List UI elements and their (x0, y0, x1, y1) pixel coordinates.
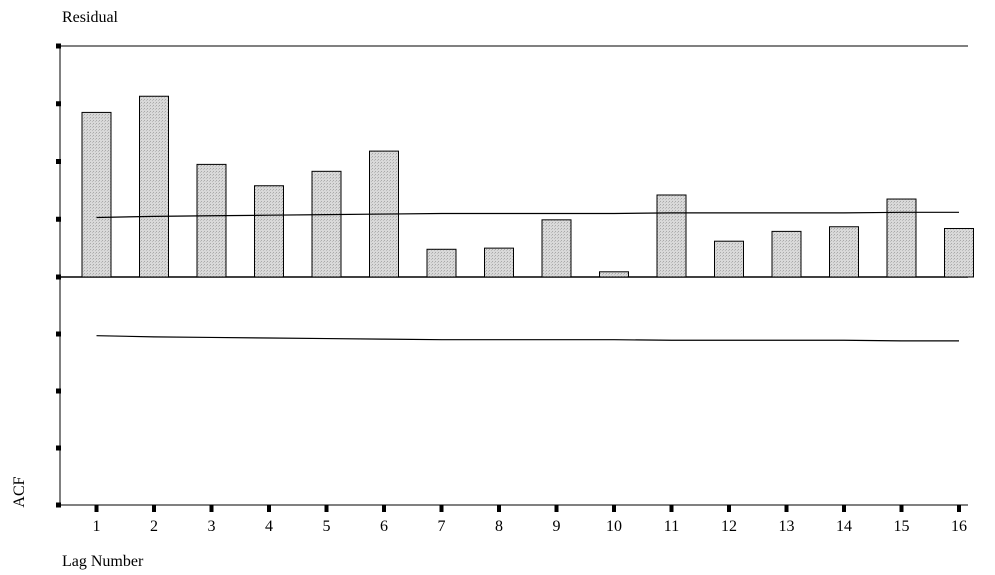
acf-bar-lag-16 (944, 227, 974, 278)
x-tick-mark-12 (727, 505, 731, 512)
y-tick-mark-1 (56, 445, 61, 451)
x-tick-label-8: 8 (495, 518, 503, 535)
y-tick-mark-8 (56, 43, 61, 49)
x-tick-mark-7 (439, 505, 444, 512)
acf-bar-lag-8 (484, 247, 514, 278)
x-tick-mark-10 (612, 505, 616, 512)
acf-bar-lag-9 (541, 219, 572, 278)
x-tick-label-13: 13 (779, 518, 795, 535)
bars (81, 95, 974, 278)
acf-bar-lag-4 (254, 185, 284, 278)
x-tick-mark-1 (94, 505, 99, 512)
x-tick-label-11: 11 (664, 518, 679, 535)
x-tick-mark-6 (382, 505, 386, 512)
y-tick-mark-0 (56, 502, 61, 508)
x-tick-mark-8 (497, 505, 501, 512)
x-tick-label-3: 3 (208, 518, 216, 535)
y-ticks (56, 43, 61, 508)
x-tick-label-7: 7 (438, 518, 446, 535)
x-tick-mark-4 (267, 505, 271, 512)
lower-confidence-line (96, 335, 959, 342)
acf-bar-lag-7 (426, 248, 457, 278)
x-tick-label-4: 4 (265, 518, 273, 535)
acf-bar-lag-10 (599, 271, 629, 278)
x-tick-label-9: 9 (553, 518, 561, 535)
confidence-limits (96, 211, 959, 342)
x-tick-mark-11 (669, 505, 674, 512)
y-tick-mark-2 (56, 388, 61, 394)
acf-bar-lag-15 (886, 198, 917, 278)
x-tick-label-6: 6 (380, 518, 388, 535)
upper-confidence-line (96, 211, 959, 219)
x-tick-mark-15 (899, 505, 904, 512)
x-tick-label-14: 14 (836, 518, 852, 535)
x-tick-label-5: 5 (323, 518, 331, 535)
x-tick-mark-16 (957, 505, 961, 512)
acf-bar-lag-1 (81, 111, 112, 278)
x-tick-mark-13 (784, 505, 789, 512)
acf-bar-lag-5 (311, 170, 342, 278)
acf-bar-lag-3 (196, 163, 227, 278)
x-tick-mark-14 (842, 505, 846, 512)
y-tick-mark-4 (56, 274, 61, 280)
x-tick-label-16: 16 (951, 518, 967, 535)
x-tick-mark-9 (554, 505, 559, 512)
x-tick-label-1: 1 (93, 518, 101, 535)
acf-bar-lag-13 (771, 230, 802, 278)
x-tick-mark-3 (209, 505, 214, 512)
x-tick-label-10: 10 (606, 518, 622, 535)
x-tick-mark-2 (152, 505, 156, 512)
y-tick-mark-3 (56, 331, 61, 337)
y-tick-mark-7 (56, 101, 61, 107)
x-tick-mark-5 (324, 505, 329, 512)
x-tick-label-12: 12 (721, 518, 737, 535)
acf-bar-lag-14 (829, 226, 859, 278)
chart-title: Residual (62, 9, 119, 26)
x-tick-label-2: 2 (150, 518, 158, 535)
y-axis-label: ACF (11, 476, 28, 507)
y-tick-mark-5 (56, 216, 61, 222)
y-tick-mark-6 (56, 159, 61, 164)
x-ticks: 1 2 3 4 5 6 7 8 9 10 11 12 13 14 15 16 (93, 505, 967, 535)
acf-bar-lag-2 (139, 95, 169, 278)
acf-bar-lag-11 (656, 194, 687, 278)
x-tick-label-15: 15 (894, 518, 910, 535)
acf-bar-lag-12 (714, 240, 744, 278)
x-axis-label: Lag Number (62, 553, 144, 570)
